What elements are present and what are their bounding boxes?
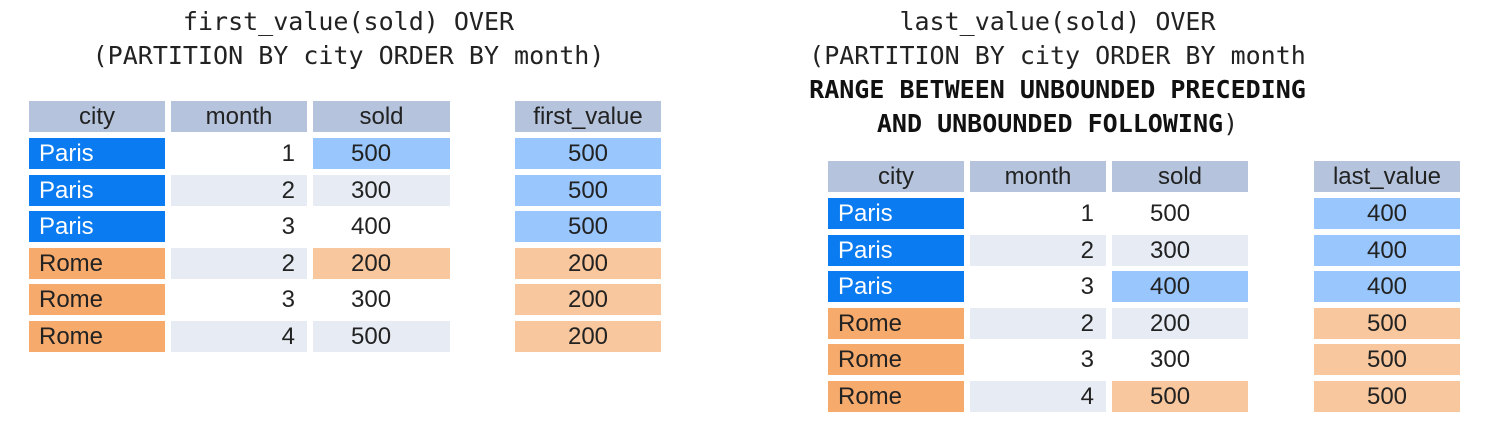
header-sold: sold <box>1112 161 1248 192</box>
last-value-cell: 400 <box>1314 234 1460 266</box>
last-value-cell: 500 <box>1314 307 1460 339</box>
last-value-cell: 400 <box>1314 198 1460 229</box>
month-cell: 4 <box>171 321 307 352</box>
header-month: month <box>171 101 307 132</box>
city-cell: Paris <box>29 174 165 206</box>
first-value-cell: 500 <box>515 174 661 206</box>
city-cell: Rome <box>29 284 165 316</box>
sql-line: first_value(sold) OVER <box>182 7 515 36</box>
sql-line: (PARTITION BY city ORDER BY month <box>809 41 1306 70</box>
city-cell: Paris <box>828 234 964 266</box>
sold-cell: 500 <box>313 138 450 169</box>
sold-cell: 300 <box>1112 344 1248 376</box>
last-value-cell: 500 <box>1314 381 1460 412</box>
sold-cell: 500 <box>313 321 450 352</box>
sold-cell: 500 <box>1112 198 1248 229</box>
sql-line-bold: AND UNBOUNDED FOLLOWING <box>876 109 1224 138</box>
last-value-cell: 500 <box>1314 344 1460 376</box>
sql-line-tail: ) <box>1223 109 1239 138</box>
month-cell: 3 <box>970 271 1106 303</box>
first-value-cell: 500 <box>515 138 661 169</box>
header-city: city <box>828 161 964 192</box>
city-cell: Rome <box>828 307 964 339</box>
header-last-value: last_value <box>1314 161 1460 192</box>
city-cell: Paris <box>29 211 165 243</box>
sold-cell: 500 <box>1112 381 1248 412</box>
sold-cell: 300 <box>1112 234 1248 266</box>
month-cell: 4 <box>970 381 1106 412</box>
city-cell: Rome <box>828 381 964 412</box>
sql-line: last_value(sold) OVER <box>899 7 1216 36</box>
first-value-cell: 200 <box>515 247 661 279</box>
first-value-cell: 200 <box>515 284 661 316</box>
header-city: city <box>29 101 165 132</box>
month-cell: 2 <box>970 234 1106 266</box>
city-cell: Paris <box>828 198 964 229</box>
city-cell: Rome <box>828 344 964 376</box>
month-cell: 1 <box>171 138 307 169</box>
last-value-sql: last_value(sold) OVER (PARTITION BY city… <box>800 5 1315 141</box>
sql-line: (PARTITION BY city ORDER BY month) <box>92 41 605 70</box>
first-value-cell: 200 <box>515 321 661 352</box>
last-value-cell: 400 <box>1314 271 1460 303</box>
city-cell: Rome <box>29 321 165 352</box>
sold-cell: 400 <box>313 211 450 243</box>
sold-cell: 200 <box>313 247 450 279</box>
first-value-cell: 500 <box>515 211 661 243</box>
month-cell: 3 <box>171 211 307 243</box>
sql-line-bold: RANGE BETWEEN UNBOUNDED PRECEDING <box>809 75 1306 104</box>
month-cell: 1 <box>970 198 1106 229</box>
sold-cell: 300 <box>313 284 450 316</box>
sold-cell: 200 <box>1112 307 1248 339</box>
month-cell: 2 <box>171 247 307 279</box>
sold-cell: 400 <box>1112 271 1248 303</box>
sold-cell: 300 <box>313 174 450 206</box>
city-cell: Rome <box>29 247 165 279</box>
month-cell: 3 <box>970 344 1106 376</box>
first-value-sql: first_value(sold) OVER (PARTITION BY cit… <box>0 5 697 73</box>
city-cell: Paris <box>29 138 165 169</box>
month-cell: 2 <box>171 174 307 206</box>
header-month: month <box>970 161 1106 192</box>
month-cell: 2 <box>970 307 1106 339</box>
city-cell: Paris <box>828 271 964 303</box>
month-cell: 3 <box>171 284 307 316</box>
header-first-value: first_value <box>515 101 661 132</box>
first-value-panel: first_value(sold) OVER (PARTITION BY cit… <box>0 0 720 435</box>
header-sold: sold <box>313 101 450 132</box>
